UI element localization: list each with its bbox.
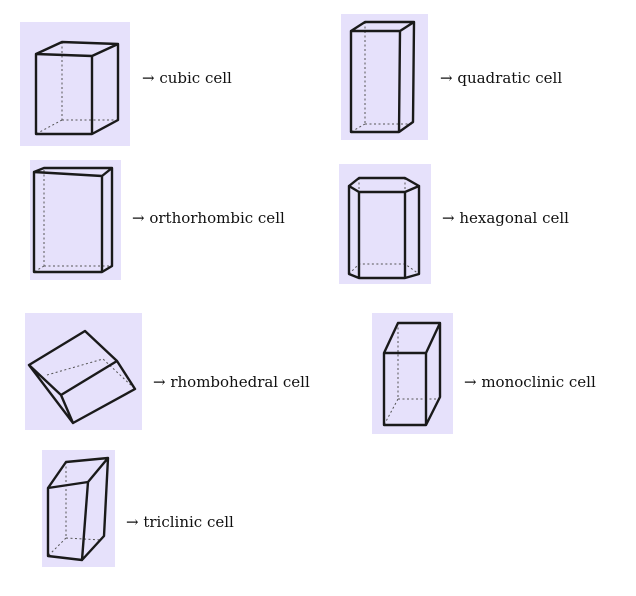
- rhombohedral-cell-image: [25, 313, 142, 430]
- hexagonal-cell-label: → hexagonal cell: [442, 209, 569, 227]
- triclinic-cell-label: → triclinic cell: [126, 513, 234, 531]
- triclinic-cell-image: [42, 450, 115, 567]
- quadratic-cell-image: [341, 14, 428, 140]
- monoclinic-cell-image: [372, 313, 453, 434]
- cubic-cell-image: [20, 22, 130, 146]
- orthorhombic-cell-label: → orthorhombic cell: [132, 209, 285, 227]
- quadratic-cell-label: → quadratic cell: [440, 69, 563, 87]
- hexagonal-cell-image: [339, 164, 431, 284]
- orthorhombic-cell-image: [30, 160, 121, 280]
- monoclinic-cell-label: → monoclinic cell: [464, 373, 596, 391]
- rhombohedral-cell-label: → rhombohedral cell: [153, 373, 310, 391]
- cubic-cell-label: → cubic cell: [142, 69, 232, 87]
